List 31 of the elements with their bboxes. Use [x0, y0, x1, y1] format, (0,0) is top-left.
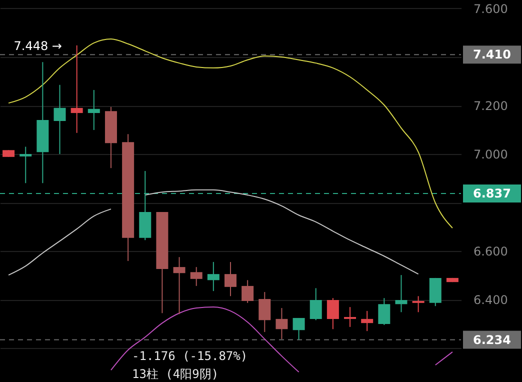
- candlestick: [54, 84, 66, 155]
- candlestick: [344, 306, 356, 328]
- y-tick-label: 7.600: [474, 2, 508, 16]
- candlestick: [88, 89, 100, 130]
- candlestick: [258, 292, 271, 333]
- y-tick-label: 6.400: [474, 293, 508, 308]
- line-series: [8, 38, 453, 228]
- candlestick: [310, 288, 322, 321]
- candlestick: [224, 261, 236, 297]
- ref-line-label: 7.410: [473, 48, 511, 62]
- candlestick: [412, 296, 424, 313]
- annotation: -1.176 (-15.87%): [132, 349, 248, 363]
- annotation: 13柱 (4阳9阴): [132, 367, 219, 381]
- y-tick-label: 7.000: [474, 148, 508, 162]
- candlestick: [395, 274, 408, 313]
- candlestick: [361, 310, 374, 332]
- ref-line-label: 6.234: [473, 332, 511, 347]
- candlestick: [242, 280, 254, 304]
- candlestick: [276, 308, 288, 340]
- candlestick: [207, 261, 220, 292]
- candlestick: [326, 298, 339, 330]
- candlestick: [70, 44, 83, 134]
- candlestick: [20, 146, 32, 184]
- candlestick: [378, 298, 390, 326]
- y-tick-label: 7.200: [474, 99, 508, 114]
- candlestick: [190, 266, 202, 286]
- y-tick-label: 6.600: [474, 244, 508, 259]
- candlestick: [292, 317, 305, 340]
- ref-line-label: 6.837: [473, 186, 511, 201]
- candlestick: [173, 256, 186, 315]
- annotation: 7.448 →: [14, 39, 62, 53]
